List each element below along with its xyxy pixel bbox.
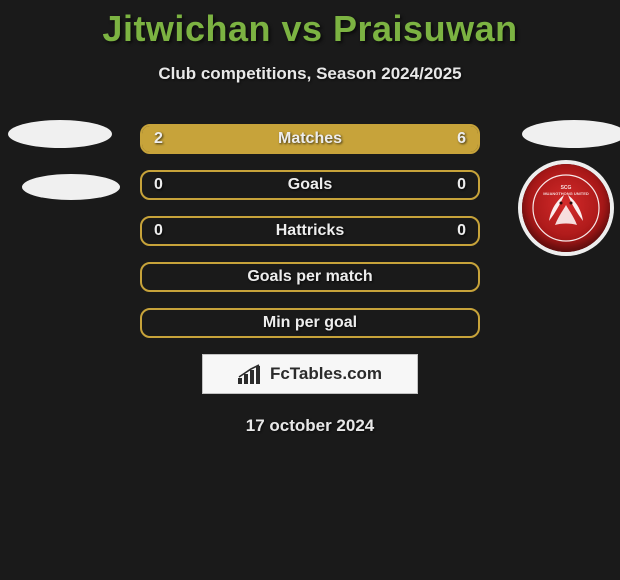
- bar-label: Hattricks: [142, 218, 478, 244]
- page-title: Jitwichan vs Praisuwan: [0, 0, 620, 50]
- stat-bar: 00Hattricks: [140, 216, 480, 246]
- bar-label: Matches: [142, 126, 478, 152]
- team-left-badge-1: [8, 120, 112, 148]
- bar-label: Goals per match: [142, 264, 478, 290]
- team-left-badge-2: [22, 174, 120, 200]
- brand-box[interactable]: FcTables.com: [202, 354, 418, 394]
- bar-label: Min per goal: [142, 310, 478, 336]
- stat-bar: Min per goal: [140, 308, 480, 338]
- team-right-crest: SCG MUANGTHONG UNITED: [522, 164, 610, 252]
- stat-bar: Goals per match: [140, 262, 480, 292]
- bar-label: Goals: [142, 172, 478, 198]
- stat-bar: 00Goals: [140, 170, 480, 200]
- date-label: 17 october 2024: [0, 416, 620, 436]
- team-right-badge: [522, 120, 620, 148]
- stats-container: SCG MUANGTHONG UNITED 26Matches 00Goals 00…: [0, 124, 620, 338]
- stat-bar: 26Matches: [140, 124, 480, 154]
- subtitle: Club competitions, Season 2024/2025: [0, 64, 620, 84]
- bars-icon: [238, 364, 264, 384]
- crest-icon: SCG MUANGTHONG UNITED: [531, 173, 601, 243]
- svg-text:MUANGTHONG UNITED: MUANGTHONG UNITED: [543, 191, 589, 196]
- brand-text: FcTables.com: [270, 364, 382, 384]
